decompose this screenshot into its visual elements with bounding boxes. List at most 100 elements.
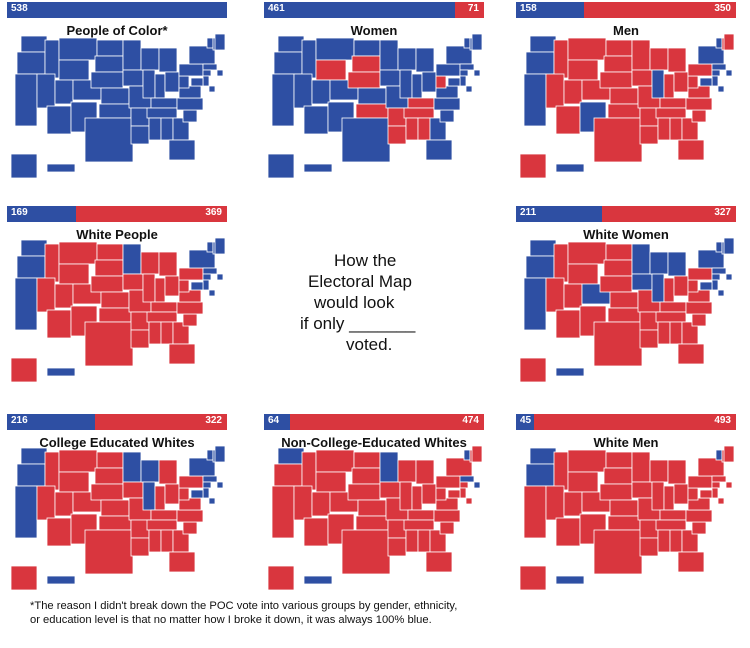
state-vt (715, 449, 723, 461)
state-ri (725, 273, 733, 281)
state-ne (347, 483, 381, 501)
state-ma (202, 267, 218, 275)
state-nd (96, 39, 124, 57)
state-ak (10, 357, 38, 383)
state-wy (567, 471, 599, 493)
state-ri (216, 69, 224, 77)
state-ks (100, 87, 130, 105)
state-ks (357, 87, 387, 105)
state-nv (36, 485, 56, 521)
state-pa (687, 267, 713, 281)
state-mt (58, 241, 98, 265)
state-md (699, 281, 713, 291)
state-ne (347, 71, 381, 89)
state-nd (96, 243, 124, 261)
us-map (267, 445, 483, 591)
state-wi (140, 251, 160, 275)
state-nj (202, 75, 210, 87)
state-ar (130, 107, 150, 127)
state-mn (631, 39, 651, 71)
state-az (303, 517, 329, 547)
panel-title: College Educated Whites (39, 435, 195, 450)
state-ks (100, 499, 130, 517)
dem-electoral-votes: 461 (268, 3, 285, 14)
dem-segment (264, 414, 291, 430)
state-wy (58, 471, 90, 493)
caption-line: How the (334, 251, 397, 270)
state-ct (202, 69, 212, 77)
state-nv (293, 485, 313, 521)
state-md (190, 281, 204, 291)
state-fl (677, 343, 705, 365)
state-tx (341, 529, 391, 575)
state-ny (697, 249, 725, 269)
state-va (687, 497, 711, 511)
panel-people-of-color: 538 People of Color* (7, 2, 227, 192)
state-mt (567, 241, 607, 265)
state-mi (158, 459, 178, 485)
state-de (465, 497, 473, 505)
state-al (160, 321, 174, 345)
state-ct (202, 273, 212, 281)
state-wv (687, 487, 699, 501)
state-ct (711, 273, 721, 281)
state-ky (150, 509, 178, 521)
state-wi (649, 459, 669, 483)
state-pa (687, 475, 713, 489)
state-ak (267, 153, 295, 179)
state-ne (90, 71, 124, 89)
state-nv (36, 277, 56, 313)
state-la (130, 329, 150, 349)
state-tn (403, 107, 435, 119)
state-la (387, 537, 407, 557)
state-nd (605, 451, 633, 469)
state-nv (545, 73, 565, 109)
rep-electoral-votes: 322 (205, 415, 222, 426)
state-pa (178, 475, 204, 489)
state-hi (303, 163, 333, 173)
state-de (717, 85, 725, 93)
state-wy (58, 263, 90, 285)
footnote-line: *The reason I didn't break down the POC … (30, 600, 458, 612)
state-wi (649, 251, 669, 275)
state-ca (14, 277, 38, 331)
dem-electoral-votes: 158 (520, 3, 537, 14)
state-ny (445, 45, 473, 65)
state-va (687, 289, 711, 303)
state-wi (397, 47, 417, 71)
rep-segment (534, 414, 736, 430)
state-de (208, 497, 216, 505)
state-wy (315, 59, 347, 81)
state-al (669, 321, 683, 345)
state-nc (176, 301, 204, 315)
state-ak (267, 565, 295, 591)
state-wa (529, 239, 557, 257)
state-hi (555, 575, 585, 585)
state-ca (523, 73, 547, 127)
state-ak (10, 565, 38, 591)
rep-segment (76, 206, 227, 222)
state-al (417, 117, 431, 141)
state-wy (315, 471, 347, 493)
state-hi (303, 575, 333, 585)
state-az (46, 309, 72, 339)
state-nm (70, 101, 98, 133)
state-mt (315, 449, 355, 473)
state-id (44, 451, 60, 491)
state-tn (655, 107, 687, 119)
state-wa (277, 447, 305, 465)
state-nv (293, 73, 313, 109)
state-ma (711, 475, 727, 483)
state-mn (122, 243, 142, 275)
state-vt (206, 449, 214, 461)
state-me (723, 33, 735, 51)
state-nc (176, 509, 204, 523)
state-ut (54, 79, 74, 105)
state-ky (150, 301, 178, 313)
state-or (525, 255, 555, 279)
electoral-vote-bar: 461 71 (264, 2, 484, 18)
state-nj (459, 487, 467, 499)
state-il (399, 69, 413, 99)
state-ca (14, 485, 38, 539)
us-map (10, 445, 226, 591)
